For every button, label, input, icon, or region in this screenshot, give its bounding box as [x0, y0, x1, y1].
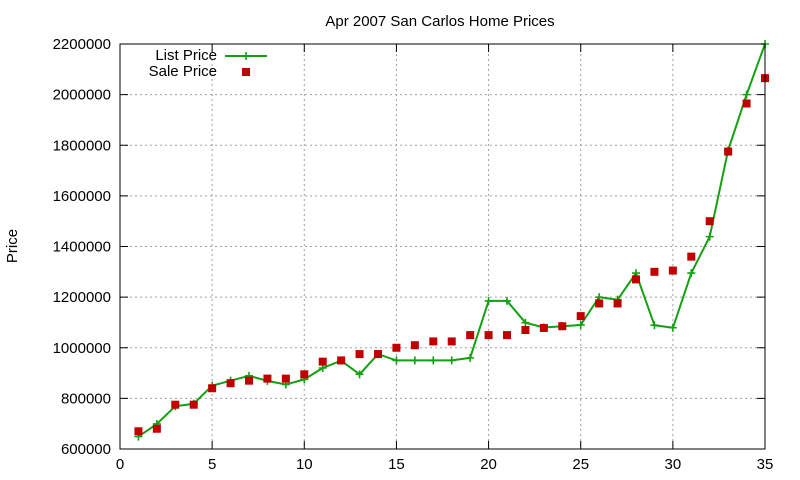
sale-price-point [687, 252, 696, 261]
legend-label-sale-price: Sale Price [149, 63, 217, 80]
list-price-point [687, 269, 696, 278]
sale-price-point [392, 343, 401, 352]
list-price-point [410, 356, 419, 365]
grid-lines [120, 44, 765, 449]
y-tick-label: 2000000 [53, 87, 111, 104]
sale-price-point [705, 217, 714, 226]
y-tick-label: 1400000 [53, 239, 111, 256]
y-axis-label: Price [4, 229, 21, 263]
plot-area [134, 40, 769, 441]
sale-price-point [374, 350, 382, 359]
sale-price-point [558, 322, 567, 331]
sale-price-point [613, 299, 622, 308]
sale-price-point [503, 331, 511, 340]
list-price-point [466, 353, 475, 362]
sale-price-point [410, 341, 419, 350]
sale-price-point [134, 427, 143, 436]
y-tick-label: 800000 [61, 390, 111, 407]
y-tick-label: 1600000 [53, 188, 111, 205]
list-price-line [137, 43, 766, 438]
sale-price-point [208, 384, 217, 393]
legend: List Price Sale Price [149, 47, 267, 80]
list-price-point [650, 321, 659, 330]
list-price-point [484, 296, 493, 305]
y-tick-label: 2200000 [53, 36, 111, 53]
sale-price-point [539, 324, 548, 333]
sale-price-point [263, 374, 272, 383]
list-price-point [447, 356, 456, 365]
sale-price-point [245, 376, 253, 385]
sale-price-point [595, 299, 604, 308]
y-tick-label: 600000 [61, 441, 111, 458]
x-tick-label: 5 [208, 456, 216, 473]
sale-price-point [226, 379, 235, 388]
sale-price-point [484, 331, 493, 340]
x-tick-label: 10 [296, 456, 313, 473]
list-price-point [392, 356, 401, 365]
chart-title: Apr 2007 San Carlos Home Prices [325, 13, 554, 30]
sale-price-point [300, 370, 309, 379]
sale-price-point [318, 357, 327, 366]
plot-frame [119, 43, 766, 450]
list-price-point [355, 370, 364, 379]
sale-price-point [355, 350, 364, 359]
tick-labels: 600000 800000 1000000 1200000 1400000 1600000… [53, 36, 774, 473]
sale-price-point [429, 337, 438, 346]
sale-price-point [724, 147, 733, 156]
list-price-point [429, 356, 438, 365]
sale-price-point [337, 356, 346, 365]
x-tick-label: 15 [388, 456, 405, 473]
x-tick-label: 30 [665, 456, 682, 473]
sale-price-point [576, 312, 585, 321]
sale-price-point [466, 331, 475, 340]
list-price-point [668, 323, 677, 332]
legend-label-list-price: List Price [155, 47, 217, 64]
sale-price-point [521, 326, 530, 335]
sale-price-point [742, 99, 751, 108]
x-tick-label: 0 [116, 456, 124, 473]
x-tick-label: 35 [757, 456, 774, 473]
sale-price-point [650, 267, 659, 276]
x-tick-label: 20 [480, 456, 497, 473]
list-price-point [742, 90, 751, 99]
sale-price-point [152, 424, 161, 433]
legend-marker-sale-price [242, 68, 250, 76]
sale-price-point [171, 400, 180, 409]
sale-price-point [632, 275, 640, 284]
y-tick-label: 1200000 [53, 289, 111, 306]
list-price-point [521, 318, 530, 327]
list-price-point [705, 232, 714, 241]
y-tick-label: 1800000 [53, 137, 111, 154]
legend-marker-list-price [242, 52, 250, 60]
list-price-point [503, 296, 511, 305]
list-price-point [576, 320, 585, 329]
sale-price-point [281, 374, 290, 383]
y-tick-label: 1000000 [53, 340, 111, 357]
sale-price-point [447, 337, 456, 346]
sale-price-point [189, 400, 198, 409]
sale-price-point [668, 266, 677, 275]
x-tick-label: 25 [572, 456, 589, 473]
